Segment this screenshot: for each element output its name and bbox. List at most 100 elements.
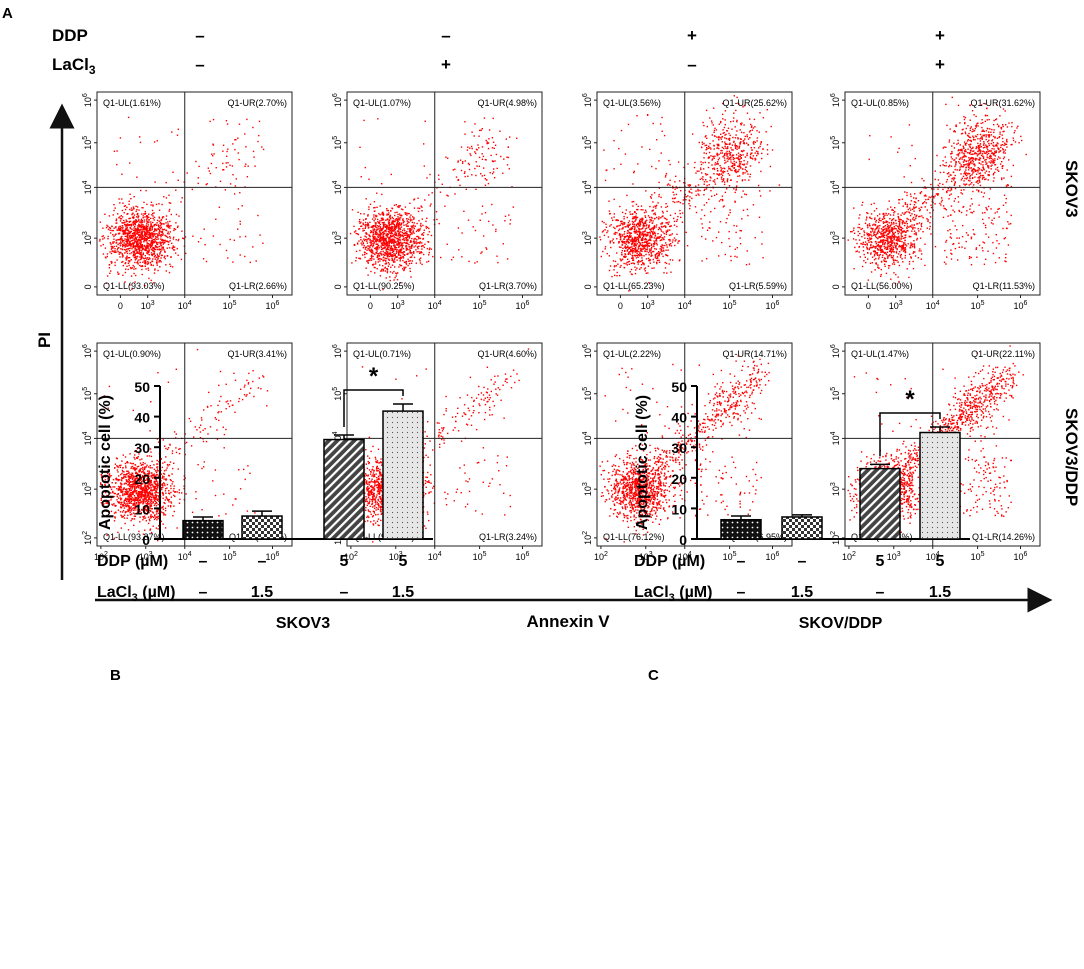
event-dot	[599, 239, 602, 241]
event-dot	[117, 273, 119, 275]
event-dot	[119, 137, 122, 139]
event-dot	[444, 205, 446, 207]
event-dot	[153, 239, 156, 241]
event-dot	[132, 236, 134, 238]
event-dot	[151, 254, 153, 256]
flow-dots	[349, 117, 518, 291]
event-dot	[621, 252, 623, 254]
event-dot	[160, 241, 162, 244]
event-dot	[151, 244, 153, 247]
event-dot	[877, 230, 879, 232]
event-dot	[108, 267, 111, 269]
event-dot	[401, 244, 403, 247]
event-dot	[627, 252, 630, 254]
event-dot	[382, 270, 385, 272]
event-dot	[121, 256, 124, 258]
event-dot	[151, 225, 154, 228]
event-dot	[141, 248, 144, 251]
event-dot	[899, 222, 901, 224]
event-dot	[665, 262, 668, 265]
event-dot	[858, 239, 861, 241]
event-dot	[130, 207, 133, 209]
event-dot	[141, 220, 143, 222]
event-dot	[379, 226, 382, 228]
event-dot	[705, 135, 707, 137]
event-dot	[900, 253, 902, 256]
event-dot	[643, 233, 645, 236]
event-dot	[694, 206, 697, 208]
event-dot	[696, 170, 698, 172]
event-dot	[429, 247, 431, 249]
event-dot	[668, 243, 671, 246]
event-dot	[125, 219, 127, 221]
event-dot	[397, 213, 399, 216]
event-dot	[723, 183, 726, 186]
event-dot	[859, 256, 861, 258]
event-dot	[733, 224, 735, 227]
event-dot	[117, 250, 119, 253]
event-dot	[162, 240, 164, 242]
event-dot	[239, 192, 241, 194]
event-dot	[102, 238, 104, 240]
event-dot	[900, 232, 902, 234]
event-dot	[396, 256, 398, 258]
event-dot	[121, 198, 123, 200]
event-dot	[222, 162, 224, 165]
event-dot	[412, 230, 415, 232]
event-dot	[654, 235, 657, 237]
event-dot	[120, 236, 122, 238]
event-dot	[906, 229, 908, 232]
event-dot	[738, 155, 740, 157]
event-dot	[132, 223, 134, 226]
event-dot	[628, 224, 631, 226]
event-dot	[882, 251, 884, 253]
event-dot	[121, 248, 123, 251]
event-dot	[885, 272, 888, 275]
event-dot	[884, 221, 886, 223]
event-dot	[731, 155, 733, 157]
event-dot	[120, 228, 122, 230]
event-dot	[882, 243, 884, 246]
event-dot	[132, 217, 135, 219]
event-dot	[398, 227, 400, 230]
event-dot	[371, 249, 373, 251]
event-dot	[724, 162, 726, 164]
event-dot	[135, 241, 138, 243]
event-dot	[745, 166, 747, 168]
event-dot	[445, 156, 447, 158]
event-dot	[372, 240, 374, 242]
event-dot	[120, 241, 122, 243]
event-dot	[364, 252, 366, 254]
event-dot	[762, 257, 764, 259]
flow-panel-4: Q1-UL(0.85%) Q1-UR(31.62%)Q1-LL(56.00%) Q1…	[830, 91, 1041, 311]
event-dot	[722, 113, 724, 116]
event-dot	[391, 259, 393, 262]
event-dot	[863, 231, 866, 234]
event-dot	[395, 226, 398, 228]
event-dot	[861, 236, 863, 238]
event-dot	[160, 257, 162, 259]
event-dot	[905, 221, 908, 223]
event-dot	[891, 219, 893, 222]
event-dot	[139, 141, 142, 144]
event-dot	[714, 127, 716, 129]
event-dot	[138, 248, 141, 250]
event-dot	[399, 258, 401, 260]
event-dot	[630, 228, 633, 231]
event-dot	[635, 232, 637, 234]
event-dot	[369, 221, 371, 224]
event-dot	[742, 142, 745, 144]
event-dot	[858, 223, 860, 226]
event-dot	[140, 218, 143, 220]
event-dot	[725, 152, 727, 154]
event-dot	[148, 216, 150, 219]
event-dot	[897, 233, 899, 235]
event-dot	[146, 242, 148, 244]
event-dot	[464, 160, 466, 162]
event-dot	[137, 248, 139, 250]
event-dot	[144, 255, 146, 257]
event-dot	[361, 244, 363, 246]
event-dot	[480, 129, 482, 131]
event-dot	[381, 228, 383, 230]
event-dot	[634, 230, 636, 233]
